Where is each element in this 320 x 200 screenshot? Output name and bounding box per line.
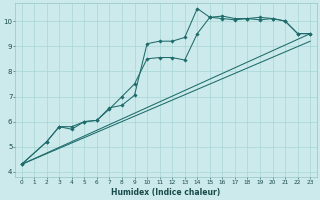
X-axis label: Humidex (Indice chaleur): Humidex (Indice chaleur) <box>111 188 220 197</box>
